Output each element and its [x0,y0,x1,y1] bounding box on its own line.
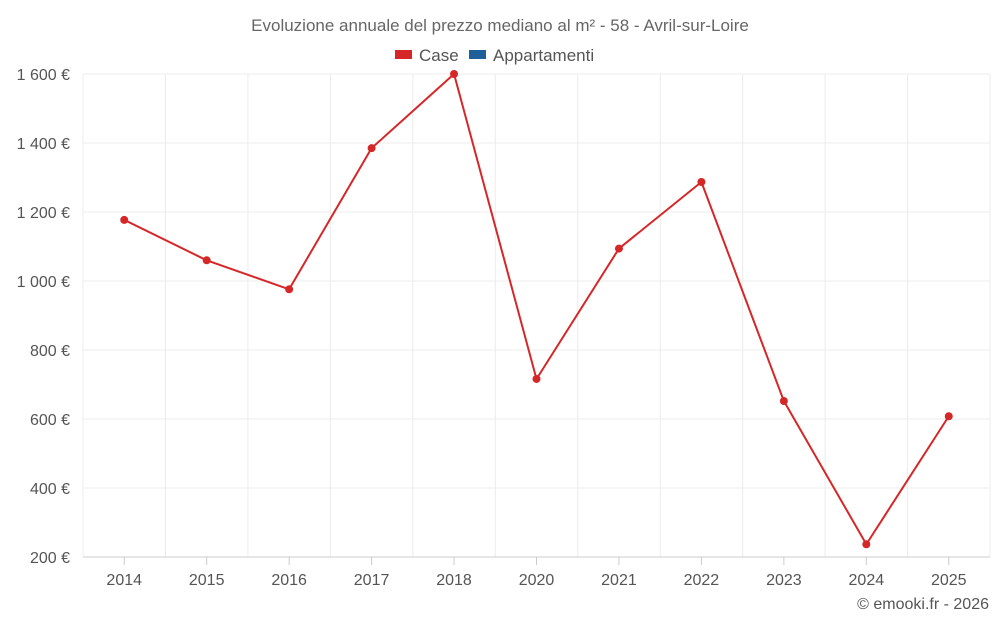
x-tick-label: 2014 [106,572,142,589]
credit-text: © emooki.fr - 2026 [857,596,989,613]
grid-layer [82,73,991,558]
x-tick-label: 2020 [519,572,555,589]
y-tick-label: 1 400 € [17,136,70,153]
x-tick-label: 2017 [354,572,390,589]
y-tick-label: 800 € [30,343,70,360]
y-tick-label: 1 600 € [17,67,70,84]
data-point[interactable] [532,374,541,383]
series-layer [120,70,953,549]
data-point[interactable] [944,412,953,421]
chart-title: Evoluzione annuale del prezzo mediano al… [251,16,749,35]
legend: Case Appartamenti [395,46,594,65]
y-tick-label: 600 € [30,412,70,429]
x-tick-label: 2023 [766,572,802,589]
legend-label-appartamenti[interactable]: Appartamenti [493,46,594,65]
legend-swatch-appartamenti [469,50,486,59]
x-tick-label: 2021 [601,572,637,589]
x-tick-label: 2022 [684,572,720,589]
y-tick-label: 200 € [30,550,70,567]
data-point[interactable] [120,215,129,224]
y-axis-ticks: 200 € 400 € 600 € 800 € 1 000 € 1 200 € 1 400 … [17,67,70,567]
data-point[interactable] [285,285,294,294]
legend-label-case[interactable]: Case [419,46,459,65]
x-tick-label: 2016 [271,572,307,589]
y-tick-label: 1 000 € [17,274,70,291]
x-tick-label: 2018 [436,572,472,589]
data-point[interactable] [697,177,706,186]
data-point[interactable] [450,70,459,78]
data-point[interactable] [367,144,376,153]
x-axis-ticks: 2014 2015 2016 2017 2018 2020 2021 2022 2023 2024… [106,557,967,589]
data-point[interactable] [614,244,623,253]
x-tick-label: 2025 [931,572,967,589]
data-point[interactable] [202,256,211,265]
x-tick-label: 2015 [189,572,225,589]
data-point[interactable] [779,397,788,406]
legend-swatch-case [395,50,412,59]
y-tick-label: 1 200 € [17,205,70,222]
x-tick-label: 2024 [849,572,885,589]
data-point[interactable] [862,540,871,549]
y-tick-label: 400 € [30,481,70,498]
